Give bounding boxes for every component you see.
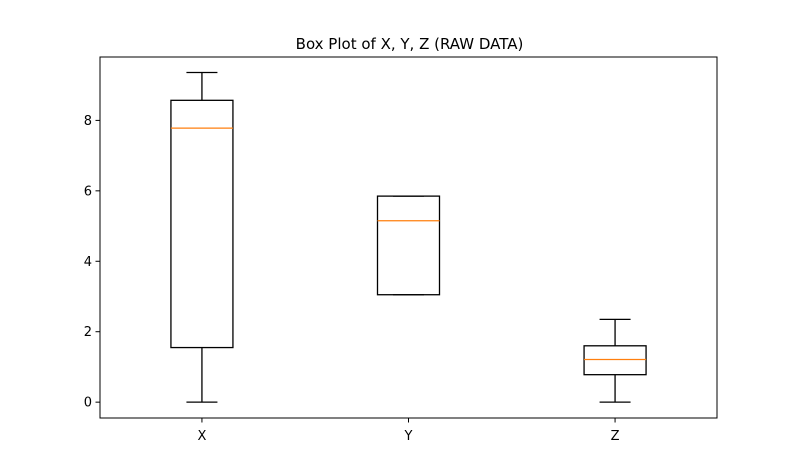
x-tick-label: X [197, 429, 206, 444]
plot-frame [99, 56, 718, 419]
chart-title: Box Plot of X, Y, Z (RAW DATA) [296, 35, 524, 53]
box-x [170, 99, 234, 349]
x-tick-label: Z [611, 429, 620, 444]
box-z [583, 345, 647, 376]
y-tick-label: 0 [84, 396, 92, 411]
y-tick-label: 6 [84, 184, 92, 199]
box-y [376, 195, 441, 296]
plot-area: 0 2 4 6 8 X Y Z [84, 71, 647, 444]
x-tick-label: Y [404, 429, 413, 444]
y-tick-label: 8 [84, 114, 92, 129]
y-tick-label: 2 [84, 325, 92, 340]
y-tick-label: 4 [84, 255, 92, 270]
